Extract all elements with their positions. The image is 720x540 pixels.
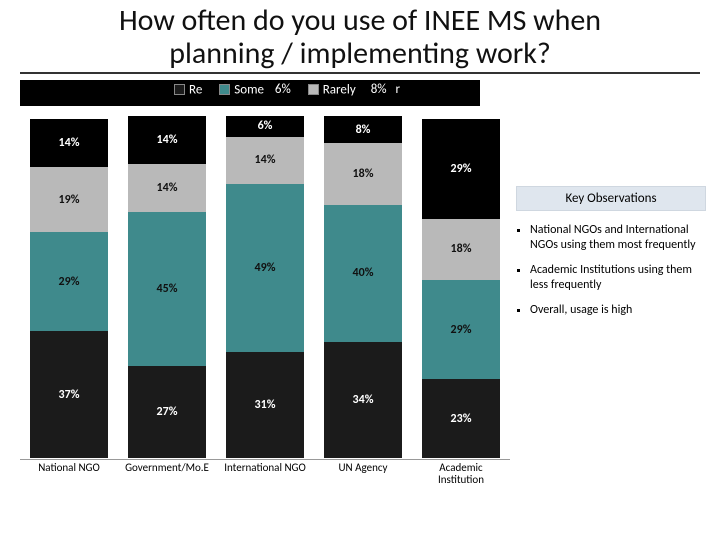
bar-segment-rarely: 19% [30, 167, 108, 232]
title-line-1: How often do you use of INEE MS when [10, 4, 710, 37]
key-observation-item: National NGOs and International NGOs usi… [530, 223, 706, 253]
bar-segment-regularly: 37% [30, 331, 108, 458]
bar-segment-rarely: 14% [128, 164, 206, 212]
bar-segment-never: 29% [422, 119, 500, 218]
chart-title: How often do you use of INEE MS when pla… [0, 0, 720, 70]
title-line-2: planning / implementing work? [10, 37, 710, 70]
stacked-bar-chart: 37%29%19%14%27%45%14%14%31%49%14%6%34%40… [20, 88, 510, 488]
bar-column: 37%29%19%14% [30, 119, 108, 458]
bar-column: 34%40%18%8% [324, 116, 402, 458]
key-observation-item: Academic Institutions using them less fr… [530, 263, 706, 293]
bar-segment-never: 14% [128, 116, 206, 164]
bar-segment-rarely: 18% [422, 219, 500, 281]
bar-segment-regularly: 31% [226, 352, 304, 458]
bar-segment-regularly: 27% [128, 366, 206, 458]
bar-segment-sometimes: 29% [30, 232, 108, 331]
bar-column: 23%29%18%29% [422, 119, 500, 458]
bar-segment-sometimes: 45% [128, 212, 206, 366]
bar-segment-regularly: 34% [324, 342, 402, 458]
key-observation-item: Overall, usage is high [530, 303, 706, 318]
x-axis-label: Academic Institution [416, 460, 506, 488]
key-observations-box: Key Observations National NGOs and Inter… [516, 186, 706, 328]
bar-segment-never: 6% [226, 116, 304, 137]
bar-segment-sometimes: 49% [226, 184, 304, 352]
bar-segment-sometimes: 40% [324, 205, 402, 342]
bar-segment-rarely: 14% [226, 137, 304, 185]
x-axis-label: UN Agency [318, 460, 408, 488]
x-axis-label: Government/Mo.E [122, 460, 212, 488]
x-axis-label: International NGO [220, 460, 310, 488]
bar-segment-sometimes: 29% [422, 280, 500, 379]
key-observations-heading: Key Observations [516, 186, 706, 211]
bar-segment-rarely: 18% [324, 143, 402, 205]
bar-segment-never: 14% [30, 119, 108, 167]
bar-segment-regularly: 23% [422, 379, 500, 458]
bar-segment-never: 8% [324, 116, 402, 143]
bar-column: 27%45%14%14% [128, 116, 206, 458]
x-axis-label: National NGO [24, 460, 114, 488]
bar-column: 31%49%14%6% [226, 116, 304, 458]
